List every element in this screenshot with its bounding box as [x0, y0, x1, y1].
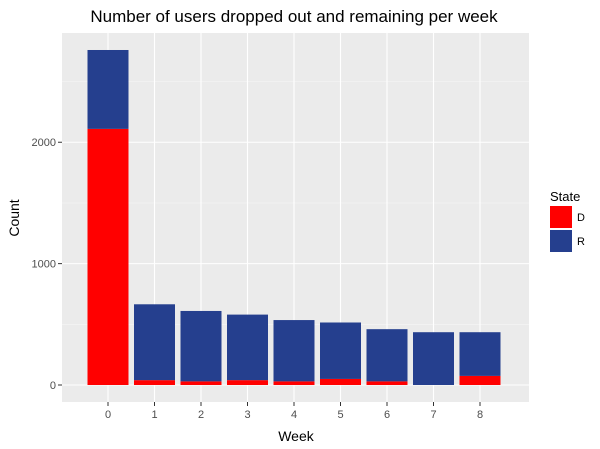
bar-R-week-8: [459, 332, 501, 376]
bar-R-week-3: [227, 314, 268, 381]
legend-key-D: [550, 206, 572, 228]
legend-key-R: [550, 230, 572, 252]
y-tick-label: 2000: [32, 137, 56, 149]
bar-R-week-7: [413, 332, 454, 386]
bar-R-week-2: [180, 310, 222, 382]
y-axis-title: Count: [6, 199, 22, 236]
legend: State DR: [550, 189, 585, 252]
x-tick-label: 3: [244, 409, 250, 421]
x-tick-label: 8: [477, 409, 483, 421]
chart-title: Number of users dropped out and remainin…: [90, 7, 498, 26]
x-tick-label: 1: [151, 409, 157, 421]
x-axis-title: Week: [278, 428, 315, 444]
x-tick-label: 4: [291, 409, 297, 421]
bars: [87, 49, 501, 386]
bar-R-week-1: [134, 304, 175, 381]
x-tick-label: 7: [430, 409, 436, 421]
x-tick-label: 5: [337, 409, 343, 421]
bar-R-week-0: [87, 49, 129, 129]
bar-R-week-4: [273, 320, 315, 382]
bar-D-week-6: [366, 381, 408, 386]
x-axis: 0 1 2 3 4 5 6 7 8: [105, 402, 483, 421]
bar-D-week-0: [87, 128, 129, 386]
bar-D-week-1: [134, 380, 175, 386]
bar-D-week-4: [273, 381, 315, 386]
legend-label: R: [577, 236, 585, 248]
bar-D-week-8: [459, 375, 501, 386]
x-tick-label: 2: [198, 409, 204, 421]
y-tick-label: 1000: [32, 259, 56, 271]
legend-label: D: [577, 212, 585, 224]
bar-D-week-3: [227, 380, 268, 386]
y-axis: 0 1000 2000: [32, 137, 62, 392]
x-tick-label: 6: [384, 409, 390, 421]
bar-D-week-2: [180, 381, 222, 386]
y-tick-label: 0: [50, 380, 56, 392]
bar-D-week-5: [320, 378, 361, 386]
x-tick-label: 0: [105, 409, 111, 421]
bar-R-week-5: [320, 322, 361, 379]
legend-title: State: [550, 189, 580, 204]
bar-R-week-6: [366, 329, 408, 382]
